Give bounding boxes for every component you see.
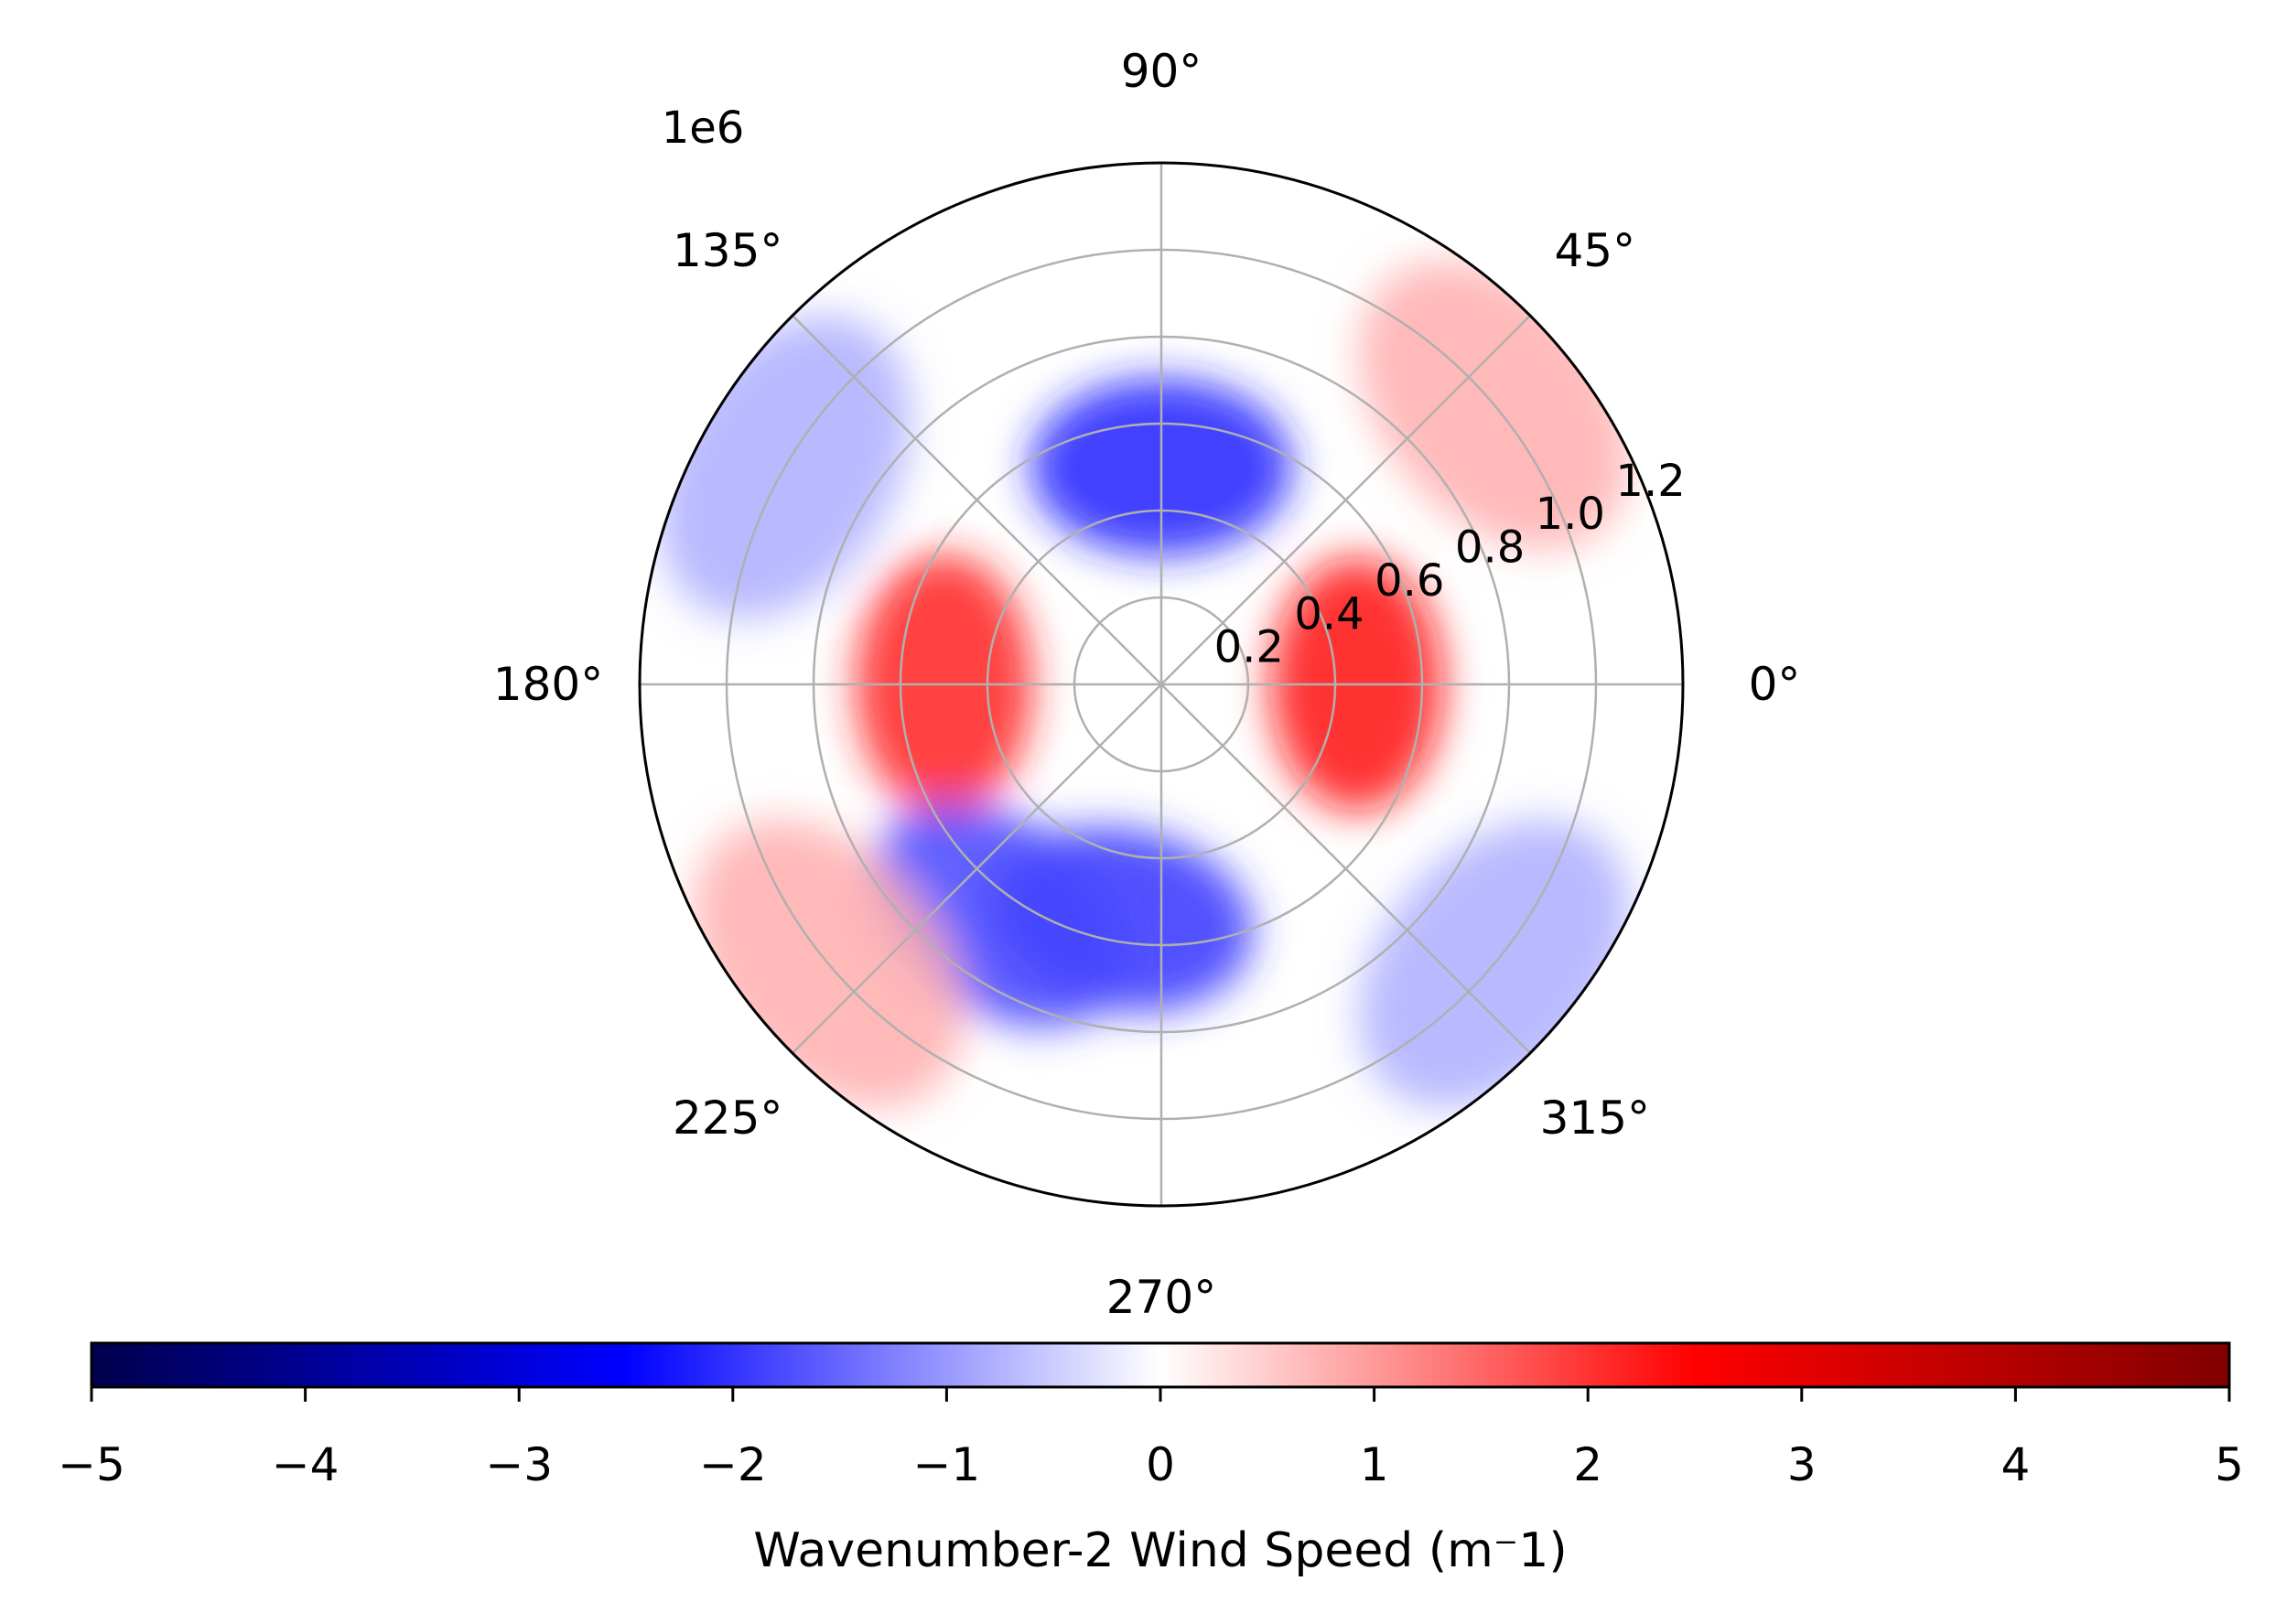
polar-grid <box>640 163 1683 1206</box>
colorbar-tick-label-9: 4 <box>2000 1438 2030 1491</box>
colorbar-tick-label-4: −1 <box>913 1438 981 1491</box>
radial-tick-label-2: 0.6 <box>1375 555 1444 607</box>
colorbar-ticks: −5 −4 −3 −2 −1 0 1 2 3 4 5 <box>58 1387 2244 1491</box>
colorbar-tick-label-6: 1 <box>1360 1438 1389 1491</box>
angular-gridline-1 <box>1160 315 1531 685</box>
colorbar-tick-label-0: −5 <box>58 1438 125 1491</box>
colorbar-label: Wavenumber-2 Wind Speed (m⁻1) <box>753 1523 1567 1578</box>
angular-tick-label-3: 135° <box>673 224 782 277</box>
angular-tick-labels: 0° 45° 90° 135° 180° 225° 270° 315° <box>493 45 1801 1324</box>
radial-tick-label-1: 0.4 <box>1294 588 1364 640</box>
colorbar: −5 −4 −3 −2 −1 0 1 2 3 4 5 Wavenumber-2 Wind Speed… <box>58 1341 2244 1578</box>
colorbar-tick-label-2: −3 <box>485 1438 553 1491</box>
angular-tick-label-1: 45° <box>1554 224 1635 277</box>
colorbar-tick-label-8: 3 <box>1787 1438 1817 1491</box>
radial-tick-label-4: 1.0 <box>1536 489 1605 540</box>
colorbar-tick-label-1: −4 <box>272 1438 340 1491</box>
polar-frame <box>638 161 1685 1208</box>
offset-text: 1e6 <box>662 102 745 154</box>
angular-gridline-3 <box>792 315 1162 685</box>
colorbar-tick-label-5: 0 <box>1146 1438 1175 1491</box>
angular-tick-label-5: 225° <box>673 1092 782 1145</box>
radial-tick-label-0: 0.2 <box>1214 622 1284 673</box>
colorbar-tick-label-7: 2 <box>1573 1438 1602 1491</box>
angular-gridline-5 <box>792 683 1162 1054</box>
angular-gridline-7 <box>1160 683 1531 1054</box>
colorbar-bar <box>90 1341 2231 1389</box>
colorbar-tick-label-3: −2 <box>699 1438 767 1491</box>
angular-tick-label-6: 270° <box>1106 1271 1216 1324</box>
colorbar-tick-label-10: 5 <box>2215 1438 2244 1491</box>
radial-tick-label-3: 0.8 <box>1455 522 1525 574</box>
angular-tick-label-4: 180° <box>493 658 603 711</box>
angular-tick-label-0: 0° <box>1749 658 1801 711</box>
radial-tick-label-5: 1.2 <box>1615 456 1685 507</box>
radial-tick-labels: 0.20.40.60.81.01.2 <box>1214 456 1686 673</box>
angular-tick-label-7: 315° <box>1540 1092 1650 1145</box>
angular-tick-label-2: 90° <box>1121 45 1202 98</box>
